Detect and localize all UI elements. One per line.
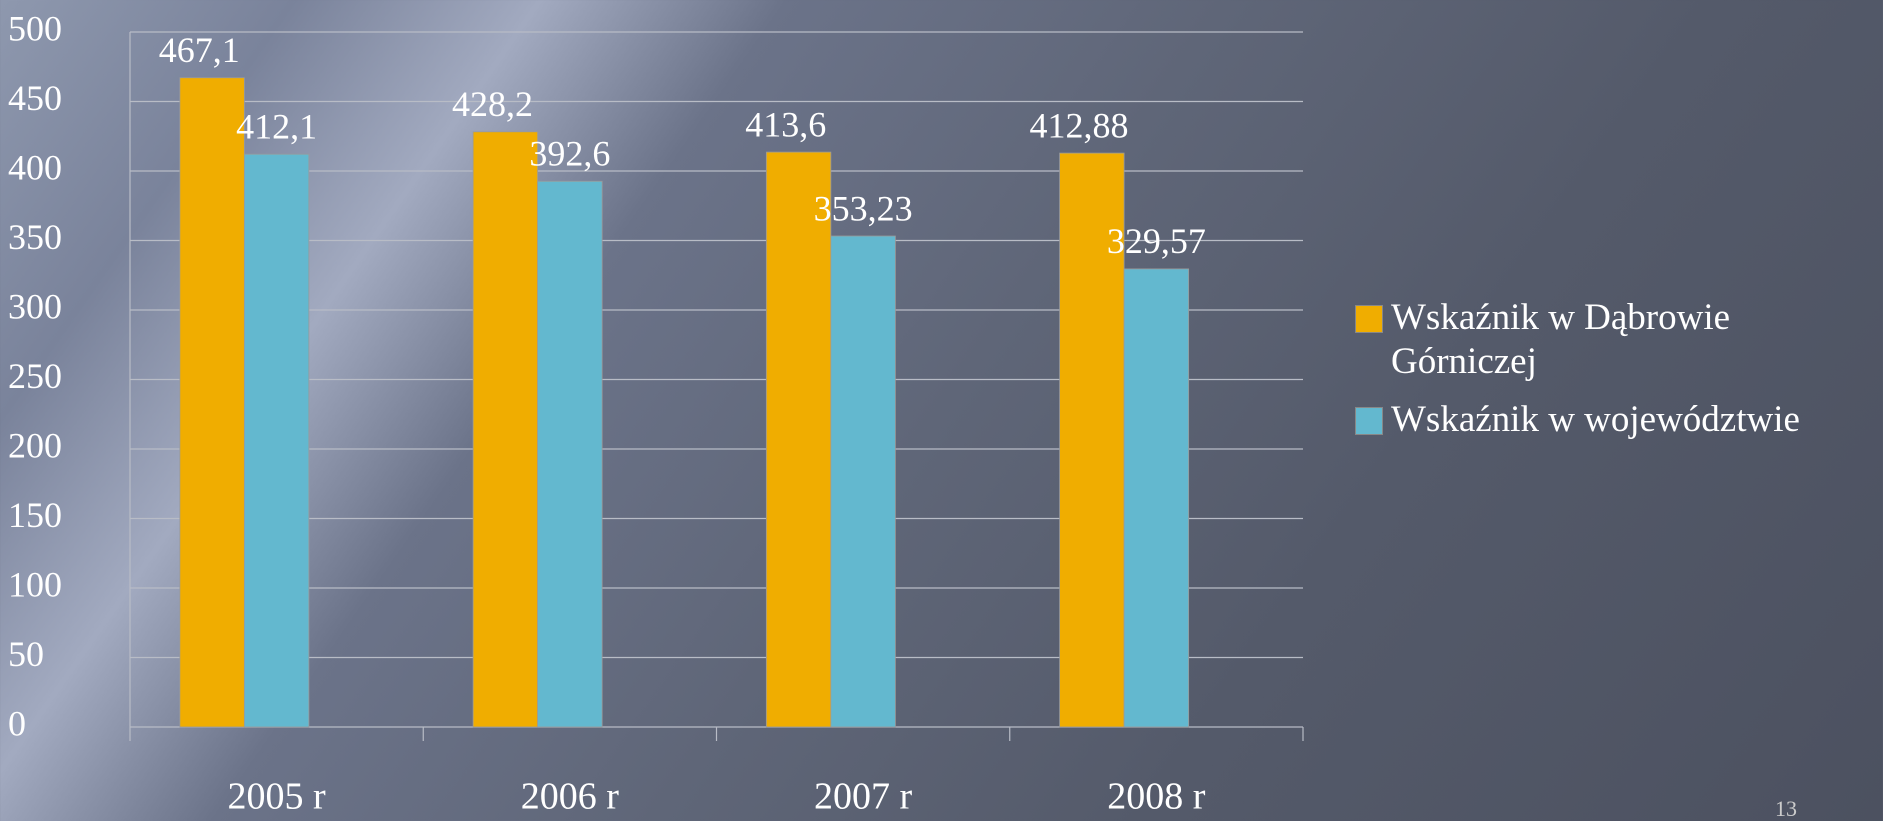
y-tick-label: 500 [8, 8, 62, 48]
legend-label: Wskaźnik w Dąbrowie Górniczej [1391, 297, 1731, 382]
value-label: 428,2 [452, 84, 533, 124]
value-label: 412,1 [236, 106, 317, 146]
y-tick-label: 450 [8, 78, 62, 118]
bar [243, 153, 310, 728]
legend-item: Wskaźnik w województwie [1355, 398, 1875, 442]
bar [765, 151, 832, 728]
y-tick-label: 100 [8, 564, 62, 604]
x-tick-label: 2007 r [814, 776, 913, 818]
x-tick-label: 2008 r [1107, 776, 1206, 818]
legend-swatch [1355, 407, 1383, 435]
bar [1059, 152, 1125, 728]
bar [830, 235, 896, 728]
value-label: 467,1 [159, 30, 240, 70]
y-tick-label: 350 [8, 217, 62, 257]
y-tick-label: 200 [8, 425, 62, 465]
x-tick-label: 2006 r [521, 776, 620, 818]
y-tick-label: 400 [8, 147, 62, 187]
legend-item: Wskaźnik w Dąbrowie Górniczej [1355, 296, 1875, 384]
x-tick-label: 2005 r [228, 776, 327, 818]
bar [537, 180, 603, 728]
legend: Wskaźnik w Dąbrowie Górniczej Wskaźnik w … [1355, 296, 1875, 456]
y-tick-label: 50 [8, 634, 44, 674]
legend-label: Wskaźnik w województwie [1391, 399, 1800, 440]
value-label: 353,23 [814, 188, 913, 228]
y-tick-label: 0 [8, 703, 26, 743]
value-label: 412,88 [1029, 105, 1128, 145]
page-number: 13 [1775, 796, 1797, 821]
y-tick-label: 250 [8, 356, 62, 396]
value-label: 413,6 [745, 104, 826, 144]
bar [1123, 268, 1190, 728]
value-label: 392,6 [529, 134, 610, 174]
legend-swatch [1355, 305, 1383, 333]
bar [179, 77, 245, 728]
y-tick-label: 150 [8, 495, 62, 535]
value-label: 329,57 [1107, 221, 1206, 261]
y-tick-label: 300 [8, 286, 62, 326]
bar [472, 131, 539, 728]
